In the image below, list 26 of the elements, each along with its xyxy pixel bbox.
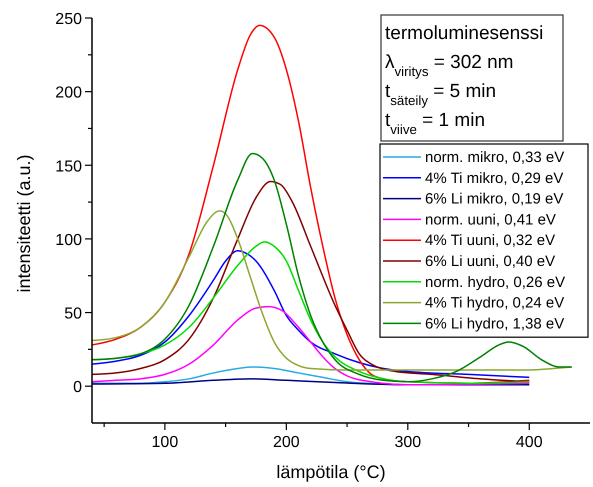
annotation: t$_{säteily}$ = 5 min xyxy=(385,81,496,108)
y-tick-label: 50 xyxy=(64,306,82,323)
annotation: t$_{viive}$ = 1 min xyxy=(385,110,486,136)
y-tick-label: 150 xyxy=(55,158,82,176)
x-tick-label: 400 xyxy=(516,434,543,451)
legend-label: 4% Ti hydro, 0,24 eV xyxy=(425,294,564,312)
y-tick-label: 200 xyxy=(55,84,82,102)
y-tick-label: 250 xyxy=(55,11,82,28)
legend-label: 4% Ti mikro, 0,29 eV xyxy=(425,170,564,187)
annotation: λ$_{viritys}$ = 302 nm xyxy=(385,52,514,78)
legend-label: norm. hydro, 0,26 eV xyxy=(425,274,566,291)
annotation: termoluminesenssi xyxy=(385,23,544,44)
legend-label: 6% Li uuni, 0,40 eV xyxy=(425,253,556,270)
legend-label: norm. uuni, 0,41 eV xyxy=(425,211,556,228)
x-tick-label: 300 xyxy=(394,434,422,451)
line-series xyxy=(92,152,573,383)
legend-label: norm. mikro, 0,33 eV xyxy=(425,149,564,166)
x-axis-title: lämpötila (°C) xyxy=(276,462,386,482)
legend-label: 4% Ti uuni, 0,32 eV xyxy=(425,232,556,250)
y-axis-title: intensiteetti (a.u.) xyxy=(14,154,34,293)
legend-label: 6% Li mikro, 0,19 eV xyxy=(425,190,564,208)
y-tick-label: 100 xyxy=(55,232,82,249)
y-tick-label: 0 xyxy=(73,379,82,396)
x-tick-label: 100 xyxy=(152,434,178,451)
legend-label: 6% Li hydro, 1,38 eV xyxy=(425,315,564,332)
x-tick-label: 200 xyxy=(272,434,300,451)
